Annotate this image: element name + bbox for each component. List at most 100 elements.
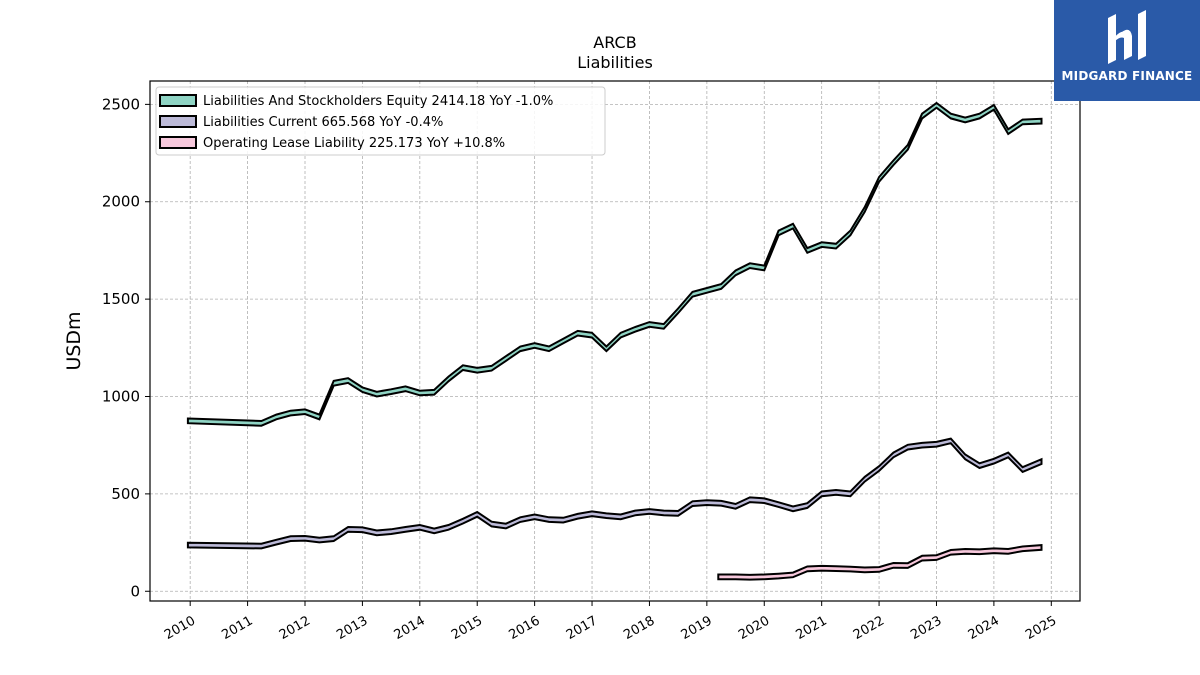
data-point (187, 545, 188, 546)
data-point (907, 147, 908, 148)
data-point (836, 492, 837, 493)
data-point (577, 333, 578, 334)
data-point (276, 542, 277, 543)
data-point (649, 511, 650, 512)
legend-entry: Liabilities And Stockholders Equity 2414… (203, 94, 553, 109)
data-point (477, 514, 478, 515)
x-tick-label: 2023 (908, 613, 944, 643)
data-point (491, 368, 492, 369)
data-point (950, 116, 951, 117)
data-point (333, 538, 334, 539)
data-point (836, 246, 837, 247)
data-point (563, 341, 564, 342)
series-band (717, 544, 1043, 581)
data-point (706, 502, 707, 503)
data-point (261, 423, 262, 424)
data-point (635, 513, 636, 514)
data-point (965, 456, 966, 457)
data-point (491, 524, 492, 525)
data-point (348, 380, 349, 381)
data-point (778, 576, 779, 577)
data-point (434, 530, 435, 531)
data-point (893, 162, 894, 163)
data-point (505, 358, 506, 359)
data-point (879, 179, 880, 180)
data-point (505, 526, 506, 527)
legend: Liabilities And Stockholders Equity 2414… (155, 86, 606, 156)
data-point (965, 551, 966, 552)
data-point (850, 569, 851, 570)
data-point (764, 500, 765, 501)
data-point (807, 568, 808, 569)
data-point (563, 520, 564, 521)
data-point (448, 527, 449, 528)
data-point (735, 272, 736, 273)
data-point (922, 558, 923, 559)
data-point (678, 513, 679, 514)
y-tick-label: 1500 (102, 290, 140, 308)
data-point (735, 506, 736, 507)
data-point (534, 345, 535, 346)
data-point (448, 379, 449, 380)
data-point (936, 105, 937, 106)
data-point (879, 569, 880, 570)
data-point (893, 454, 894, 455)
x-tick-label: 2012 (277, 613, 313, 643)
chart-title: ARCB (593, 33, 636, 52)
brand-logo: MIDGARD FINANCE (1054, 0, 1200, 101)
data-point (950, 552, 951, 553)
data-point (1008, 131, 1009, 132)
data-point (692, 294, 693, 295)
data-point (721, 503, 722, 504)
data-point (1041, 547, 1042, 548)
data-point (821, 568, 822, 569)
data-point (419, 527, 420, 528)
data-point (187, 420, 188, 421)
data-point (821, 493, 822, 494)
x-tick-label: 2024 (966, 613, 1002, 643)
data-point (606, 515, 607, 516)
data-point (850, 232, 851, 233)
data-point (993, 107, 994, 108)
series-1 (186, 101, 1043, 427)
plot-frame (149, 80, 1081, 602)
data-point (993, 461, 994, 462)
data-point (549, 519, 550, 520)
data-point (649, 324, 650, 325)
logo-mark-icon (1108, 10, 1146, 64)
series-band (186, 101, 1043, 427)
data-point (778, 232, 779, 233)
data-point (290, 538, 291, 539)
data-point (333, 383, 334, 384)
x-tick-label: 2017 (564, 613, 600, 643)
data-point (477, 370, 478, 371)
data-point (979, 551, 980, 552)
data-point (965, 120, 966, 121)
data-point (462, 521, 463, 522)
data-point (376, 394, 377, 395)
y-tick-label: 0 (130, 582, 140, 600)
series-band (186, 437, 1043, 550)
data-point (678, 310, 679, 311)
x-tick-label: 2018 (621, 613, 657, 643)
data-point (793, 226, 794, 227)
data-point (261, 546, 262, 547)
data-point (577, 516, 578, 517)
legend-swatch (159, 94, 197, 107)
data-point (549, 348, 550, 349)
data-point (434, 392, 435, 393)
logo-text: MIDGARD FINANCE (1061, 69, 1193, 83)
data-point (821, 244, 822, 245)
data-point (936, 444, 937, 445)
series-layer (186, 101, 1043, 581)
x-tick-label: 2020 (736, 613, 772, 643)
data-point (620, 335, 621, 336)
data-point (922, 445, 923, 446)
legend-entry: Operating Lease Liability 225.173 YoY +1… (203, 136, 505, 151)
x-tick-label: 2014 (392, 613, 428, 643)
data-point (864, 569, 865, 570)
x-tick-label: 2016 (506, 613, 542, 643)
data-point (836, 568, 837, 569)
x-tick-label: 2019 (679, 613, 715, 643)
